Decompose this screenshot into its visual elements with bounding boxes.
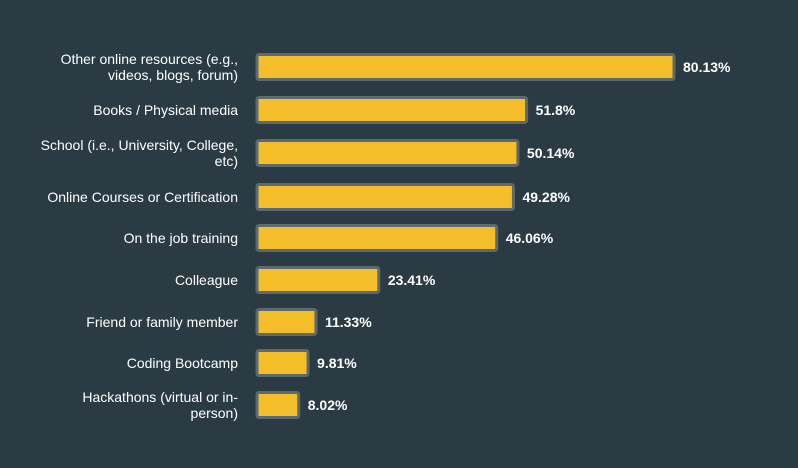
value-label: 46.06% bbox=[506, 230, 554, 246]
value-label: 50.14% bbox=[527, 145, 575, 161]
bar bbox=[255, 391, 301, 419]
category-label: Friend or family member bbox=[86, 314, 238, 330]
category-label: Colleague bbox=[175, 272, 238, 288]
bar bbox=[255, 139, 520, 167]
bar bbox=[255, 183, 515, 211]
bar bbox=[255, 53, 676, 81]
bar bbox=[255, 266, 381, 294]
bar bbox=[255, 224, 499, 252]
value-label: 49.28% bbox=[522, 189, 570, 205]
value-label: 8.02% bbox=[308, 397, 348, 413]
value-label: 80.13% bbox=[683, 59, 731, 75]
value-label: 9.81% bbox=[317, 355, 357, 371]
value-label: 23.41% bbox=[388, 272, 436, 288]
bar bbox=[255, 308, 318, 336]
category-label: On the job training bbox=[124, 230, 238, 246]
value-label: 11.33% bbox=[325, 314, 372, 330]
category-label: School (i.e., University, College, etc) bbox=[41, 137, 238, 169]
category-label: Books / Physical media bbox=[93, 102, 238, 118]
category-label: Online Courses or Certification bbox=[47, 189, 238, 205]
value-label: 51.8% bbox=[536, 102, 576, 118]
category-label: Coding Bootcamp bbox=[127, 355, 239, 371]
bar bbox=[255, 96, 529, 124]
category-label: Other online resources (e.g., videos, blo… bbox=[61, 51, 238, 83]
category-label: Hackathons (virtual or in-person) bbox=[82, 389, 238, 421]
bar bbox=[255, 349, 310, 377]
